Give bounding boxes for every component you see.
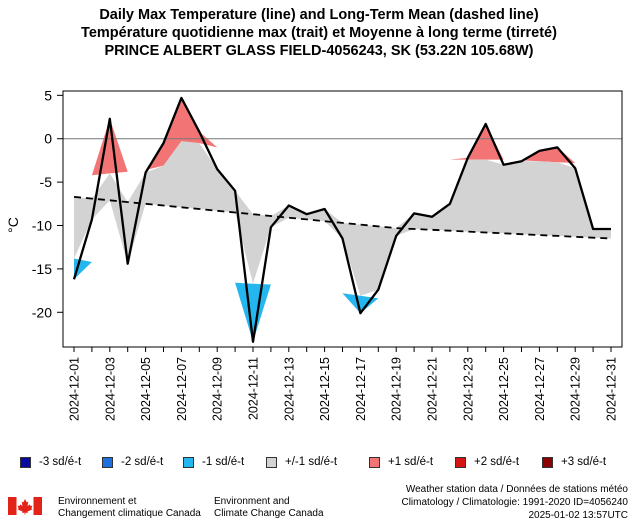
x-tick-label: 2024-12-29 [569,357,583,421]
legend-label: +/-1 sd/é-t [285,456,338,468]
chart-title-line-1: Daily Max Temperature (line) and Long-Te… [99,7,539,23]
series-lines [72,96,612,343]
band-minus1sd [74,258,611,342]
legend-label: +2 sd/é-t [474,456,520,468]
chart-title-line-3: PRINCE ALBERT GLASS FIELD-4056243, SK (5… [104,43,534,59]
x-tick-label: 2024-12-17 [354,357,368,421]
legend-swatch [20,456,31,468]
x-tick-label: 2024-12-21 [426,357,440,421]
legend-swatch [455,456,466,468]
legend-item-minus3sd: -3 sd/é-t [20,456,81,468]
daily-max-temperature-line [72,96,611,343]
org-fr-line-1: Environnement et [58,496,137,507]
x-axis: 2024-12-01 2024-12-03 2024-12-05 2024-12-07… [68,347,619,421]
org-en-line-2: Climate Change Canada [214,508,324,519]
canada-flag-icon [8,497,42,515]
legend-swatch [266,456,277,468]
x-tick-label: 2024-12-01 [68,357,82,421]
legend-item-normal: +/-1 sd/é-t [266,456,337,468]
org-name-french: Environnement et Changement climatique C… [58,496,201,520]
legend-item-plus1sd: +1 sd/é-t [369,456,433,468]
x-tick-label: 2024-12-07 [175,357,189,421]
legend-item-plus2sd: +2 sd/é-t [455,456,519,468]
org-name-english: Environment and Climate Change Canada [214,496,324,520]
legend-swatch [102,456,113,468]
x-tick-label: 2024-12-13 [282,357,296,421]
long-term-mean-line [73,196,612,240]
legend-label: -1 sd/é-t [202,456,245,468]
x-tick-label: 2024-12-23 [461,357,475,421]
band-normal [74,141,611,296]
legend-swatch [369,456,380,468]
x-tick-label: 2024-12-31 [605,357,619,421]
legend-swatch [542,456,553,468]
y-tick-label: -5 [40,174,53,190]
y-axis: 5 0 -5 -10 -15 -20 [32,87,63,320]
x-tick-label: 2024-12-25 [497,357,511,421]
legend-label: +1 sd/é-t [388,456,434,468]
legend-label: -2 sd/é-t [121,456,164,468]
x-tick-label: 2024-12-15 [318,357,332,421]
x-tick-label: 2024-12-27 [533,357,547,421]
x-tick-label: 2024-12-05 [139,357,153,421]
legend-label: +3 sd/é-t [561,456,607,468]
source-line: Weather station data / Données de statio… [405,484,628,495]
y-tick-label: -10 [32,218,52,234]
legend-item-minus2sd: -2 sd/é-t [102,456,163,468]
legend-swatch [183,456,194,468]
y-tick-label: -20 [32,304,52,320]
x-tick-label: 2024-12-09 [211,357,225,421]
org-fr-line-2: Changement climatique Canada [58,508,201,519]
climatology-line: Climatology / Climatologie: 1991-2020 ID… [401,497,628,508]
data-source-info: Weather station data / Données de statio… [401,483,628,522]
y-tick-label: 5 [44,87,52,103]
legend-item-minus1sd: -1 sd/é-t [183,456,244,468]
chart-title-line-2: Température quotidienne max (trait) et M… [81,25,557,41]
y-tick-label: 0 [44,131,52,147]
legend-item-plus3sd: +3 sd/é-t [542,456,606,468]
y-axis-label: °C [5,217,21,233]
y-tick-label: -15 [32,261,52,277]
x-tick-label: 2024-12-11 [247,357,261,420]
timestamp: 2025-01-02 13:57UTC [528,510,628,521]
legend-label: -3 sd/é-t [39,456,82,468]
band-plus1sd [74,97,611,177]
org-en-line-1: Environment and [214,496,290,507]
x-tick-label: 2024-12-03 [103,357,117,421]
x-tick-label: 2024-12-19 [390,357,404,421]
deviation-bands [63,97,622,342]
